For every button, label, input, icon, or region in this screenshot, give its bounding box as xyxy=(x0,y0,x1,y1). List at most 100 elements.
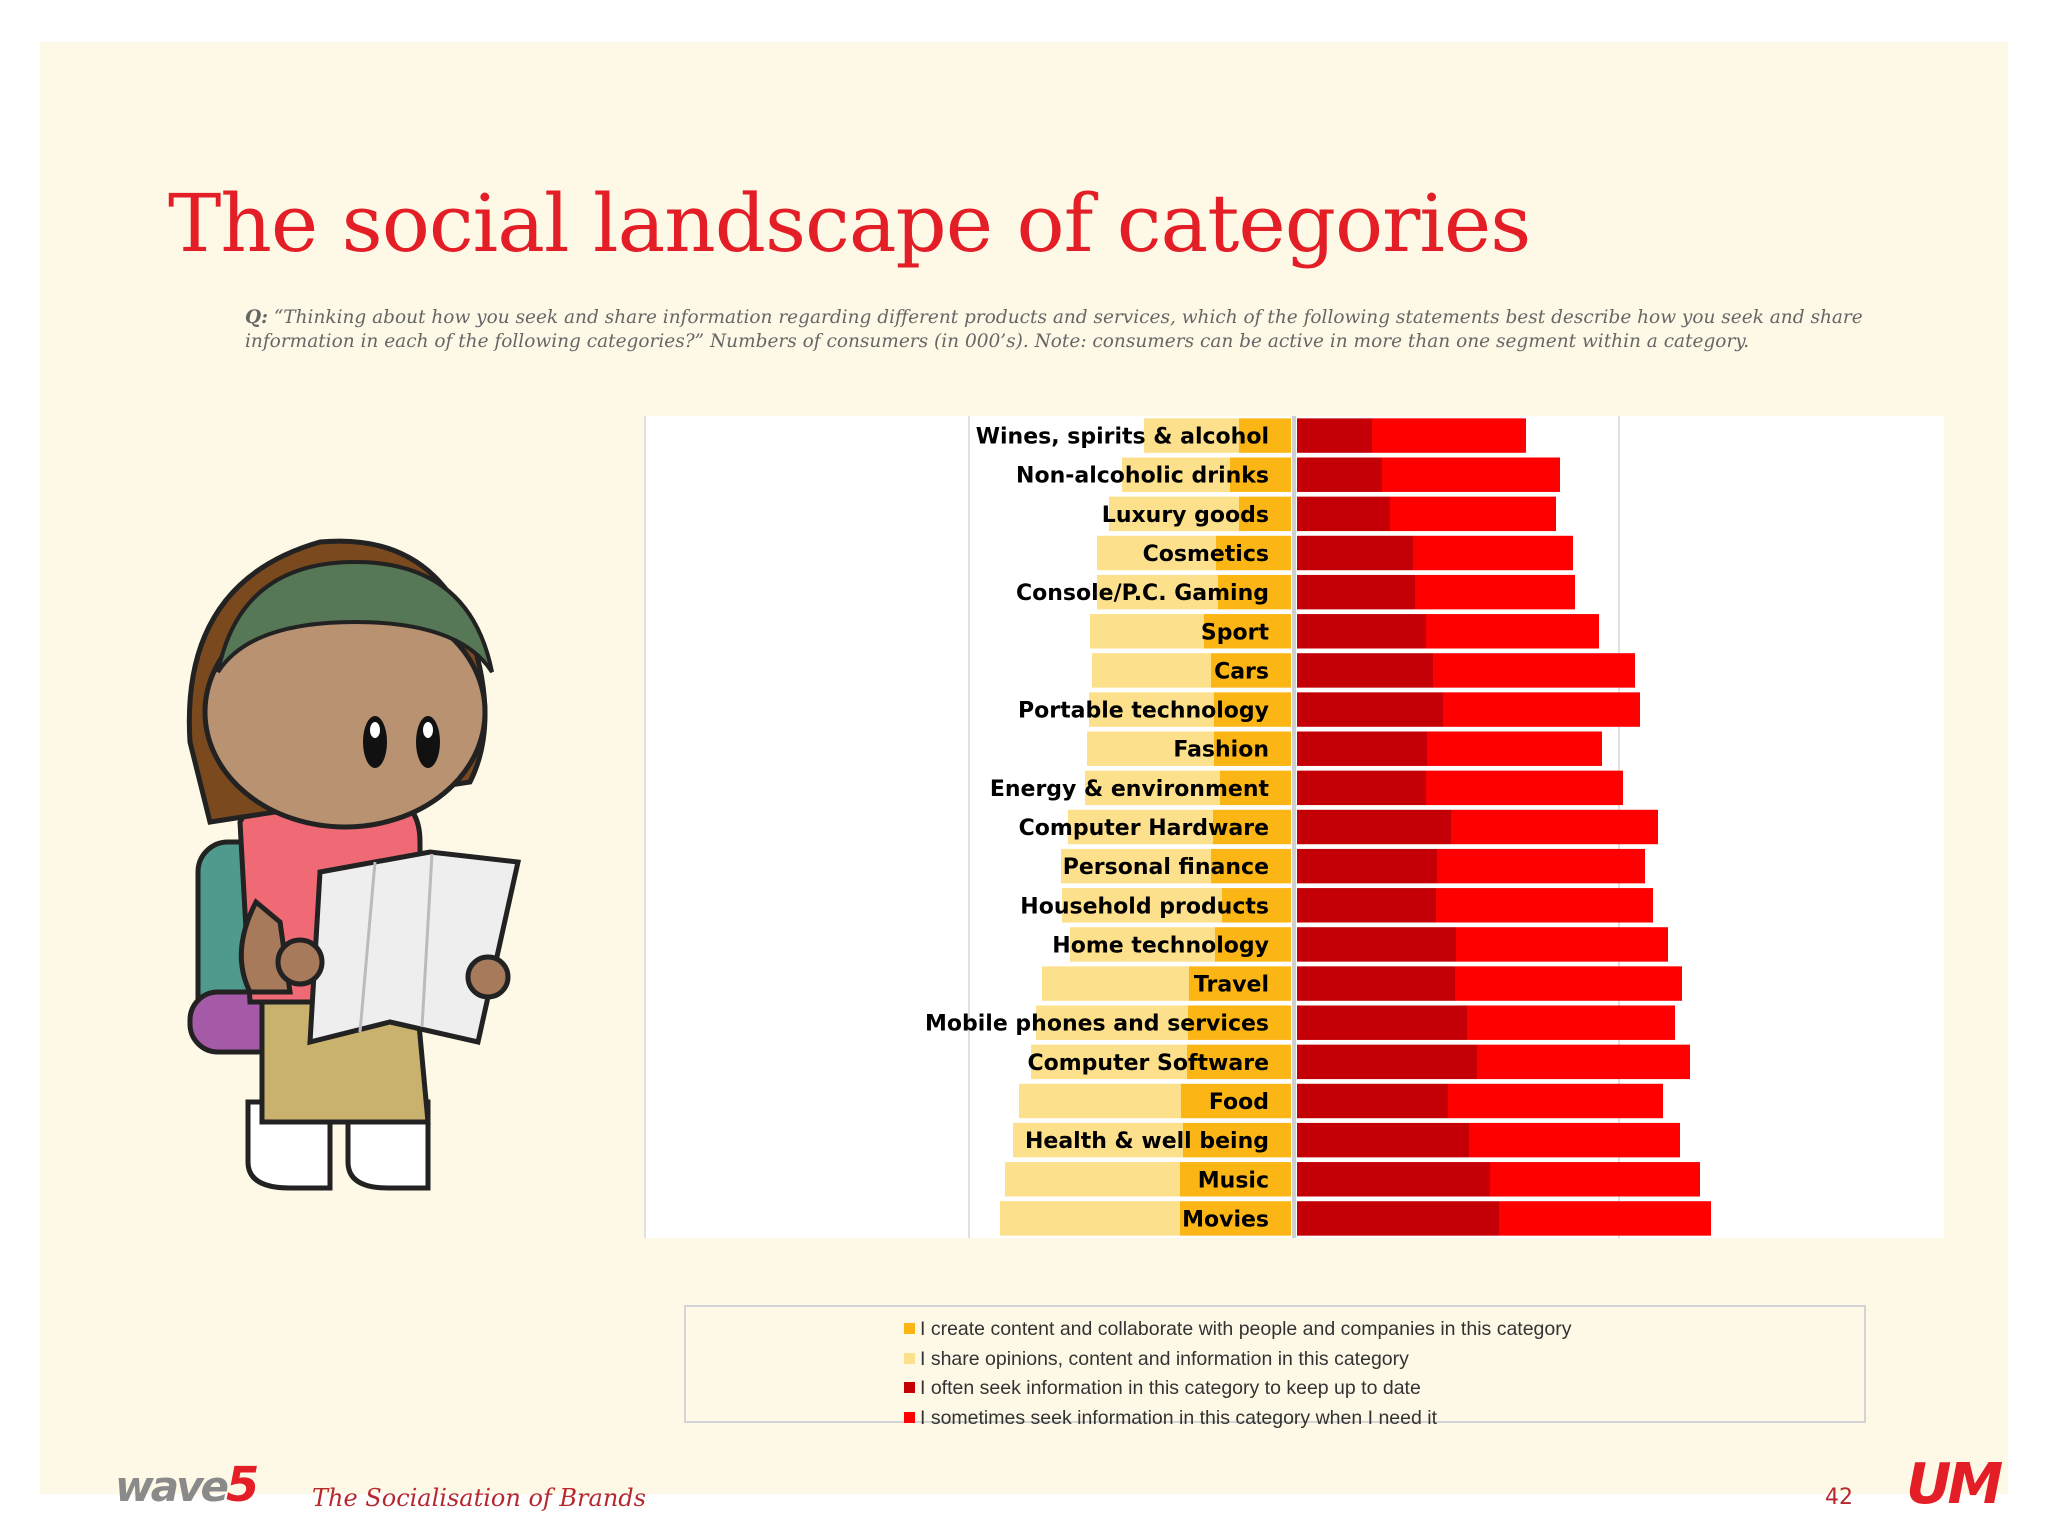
bar-right-1-12 xyxy=(1436,888,1653,923)
bar-right-1-3 xyxy=(1413,535,1573,571)
bar-right-0-17 xyxy=(1297,1083,1448,1119)
bar-right-1-2 xyxy=(1390,496,1556,532)
legend-label: I often seek information in this categor… xyxy=(920,1377,1421,1399)
bar-right-0-15 xyxy=(1297,1005,1467,1040)
category-label: Luxury goods xyxy=(1102,503,1269,528)
bar-right-0-7 xyxy=(1297,692,1443,727)
bar-left-1-7 xyxy=(1089,692,1214,727)
bar-right-0-20 xyxy=(1297,1201,1499,1236)
bar-left-0-8 xyxy=(1214,731,1291,766)
legend-entry-1: I share opinions, content and informatio… xyxy=(904,1345,1572,1375)
bar-left-0-13 xyxy=(1215,927,1291,962)
bar-left-0-6 xyxy=(1211,653,1291,688)
bar-right-1-14 xyxy=(1455,966,1682,1001)
category-label: Mobile phones and services xyxy=(925,1012,1269,1037)
bar-right-0-2 xyxy=(1297,496,1390,532)
bar-right-1-13 xyxy=(1456,927,1668,962)
bar-left-0-3 xyxy=(1216,535,1291,571)
bar-right-0-0 xyxy=(1297,418,1372,453)
category-label: Computer Software xyxy=(1027,1051,1269,1076)
category-label: Non-alcoholic drinks xyxy=(1016,464,1269,489)
category-label: Console/P.C. Gaming xyxy=(1016,581,1269,606)
bar-right-1-15 xyxy=(1467,1005,1675,1040)
bar-right-1-20 xyxy=(1499,1201,1711,1236)
category-label: Food xyxy=(1209,1090,1269,1115)
bar-left-1-20 xyxy=(1000,1201,1180,1236)
explorer-mascot-illustration xyxy=(186,538,522,1191)
legend-label: I create content and collaborate with pe… xyxy=(920,1318,1572,1340)
page-number: 42 xyxy=(1825,1485,1853,1510)
bar-left-1-18 xyxy=(1013,1122,1183,1158)
bar-left-0-1 xyxy=(1230,457,1291,492)
bar-right-0-6 xyxy=(1297,653,1433,688)
question-text: “Thinking about how you seek and share i… xyxy=(245,307,1863,352)
bar-left-1-9 xyxy=(1085,770,1220,806)
bar-left-1-2 xyxy=(1109,496,1239,532)
bar-left-0-14 xyxy=(1189,966,1291,1001)
bar-left-0-17 xyxy=(1181,1083,1291,1119)
bar-left-1-19 xyxy=(1005,1162,1180,1197)
bar-right-1-6 xyxy=(1433,653,1635,688)
category-label: Movies xyxy=(1182,1207,1269,1232)
bar-left-0-18 xyxy=(1183,1122,1291,1158)
chart-legend: I create content and collaborate with pe… xyxy=(684,1305,1866,1429)
bar-right-0-13 xyxy=(1297,927,1456,962)
survey-question: Q: “Thinking about how you seek and shar… xyxy=(245,306,1925,354)
bar-left-0-20 xyxy=(1180,1201,1291,1236)
bar-right-0-8 xyxy=(1297,731,1427,766)
category-label: Household products xyxy=(1020,894,1269,919)
bar-left-1-17 xyxy=(1019,1083,1181,1119)
legend-label: I sometimes seek information in this cat… xyxy=(920,1406,1437,1429)
bar-right-1-4 xyxy=(1415,574,1575,610)
bar-left-1-10 xyxy=(1068,809,1213,845)
wave5-logo: wave5 xyxy=(115,1457,259,1513)
bar-left-1-11 xyxy=(1061,848,1211,884)
bar-left-1-3 xyxy=(1097,535,1216,571)
bar-right-1-10 xyxy=(1451,809,1658,845)
category-label: Portable technology xyxy=(1018,699,1269,724)
footer-tagline: The Socialisation of Brands xyxy=(312,1484,646,1512)
bar-left-0-19 xyxy=(1180,1162,1291,1197)
bar-right-1-7 xyxy=(1443,692,1640,727)
bar-left-0-10 xyxy=(1213,809,1291,845)
bar-right-0-16 xyxy=(1297,1044,1477,1080)
bar-left-1-12 xyxy=(1062,888,1222,923)
bar-left-0-5 xyxy=(1204,614,1291,649)
bar-right-0-5 xyxy=(1297,614,1426,649)
legend-swatch xyxy=(904,1323,915,1334)
category-label: Health & well being xyxy=(1025,1129,1269,1154)
bar-left-0-9 xyxy=(1220,770,1291,806)
bar-right-1-19 xyxy=(1490,1162,1700,1197)
legend-entry-0: I create content and collaborate with pe… xyxy=(904,1315,1572,1345)
bar-left-0-7 xyxy=(1214,692,1291,727)
bar-left-0-16 xyxy=(1187,1044,1291,1080)
bar-left-0-0 xyxy=(1239,418,1291,453)
bar-left-1-8 xyxy=(1087,731,1214,766)
bar-right-0-10 xyxy=(1297,809,1451,845)
bar-left-1-16 xyxy=(1031,1044,1187,1080)
category-label: Cars xyxy=(1214,659,1269,684)
category-label: Energy & environment xyxy=(990,777,1270,802)
legend-entry-3: I sometimes seek information in this cat… xyxy=(904,1404,1572,1434)
category-label: Personal finance xyxy=(1063,855,1269,880)
bar-right-1-0 xyxy=(1372,418,1526,453)
bar-left-0-11 xyxy=(1211,848,1291,884)
bar-left-1-4 xyxy=(1097,574,1218,610)
diverging-bar-chart: Wines, spirits & alcohol Non-alcoholic dr… xyxy=(644,416,1944,1238)
bar-left-1-13 xyxy=(1070,927,1215,962)
category-label: Computer Hardware xyxy=(1019,816,1269,841)
question-prefix: Q: xyxy=(245,307,268,328)
bar-right-0-1 xyxy=(1297,457,1382,492)
bar-right-0-19 xyxy=(1297,1162,1490,1197)
bar-left-0-4 xyxy=(1218,574,1291,610)
bar-left-0-2 xyxy=(1239,496,1291,532)
bar-right-1-8 xyxy=(1427,731,1602,766)
legend-swatch xyxy=(904,1382,915,1393)
bar-right-0-9 xyxy=(1297,770,1426,806)
category-label: Fashion xyxy=(1173,738,1269,763)
bar-left-1-14 xyxy=(1042,966,1189,1001)
wave5-logo-number: 5 xyxy=(226,1457,259,1513)
bar-right-0-11 xyxy=(1297,848,1437,884)
bar-right-1-18 xyxy=(1469,1122,1680,1158)
bar-right-1-16 xyxy=(1477,1044,1690,1080)
